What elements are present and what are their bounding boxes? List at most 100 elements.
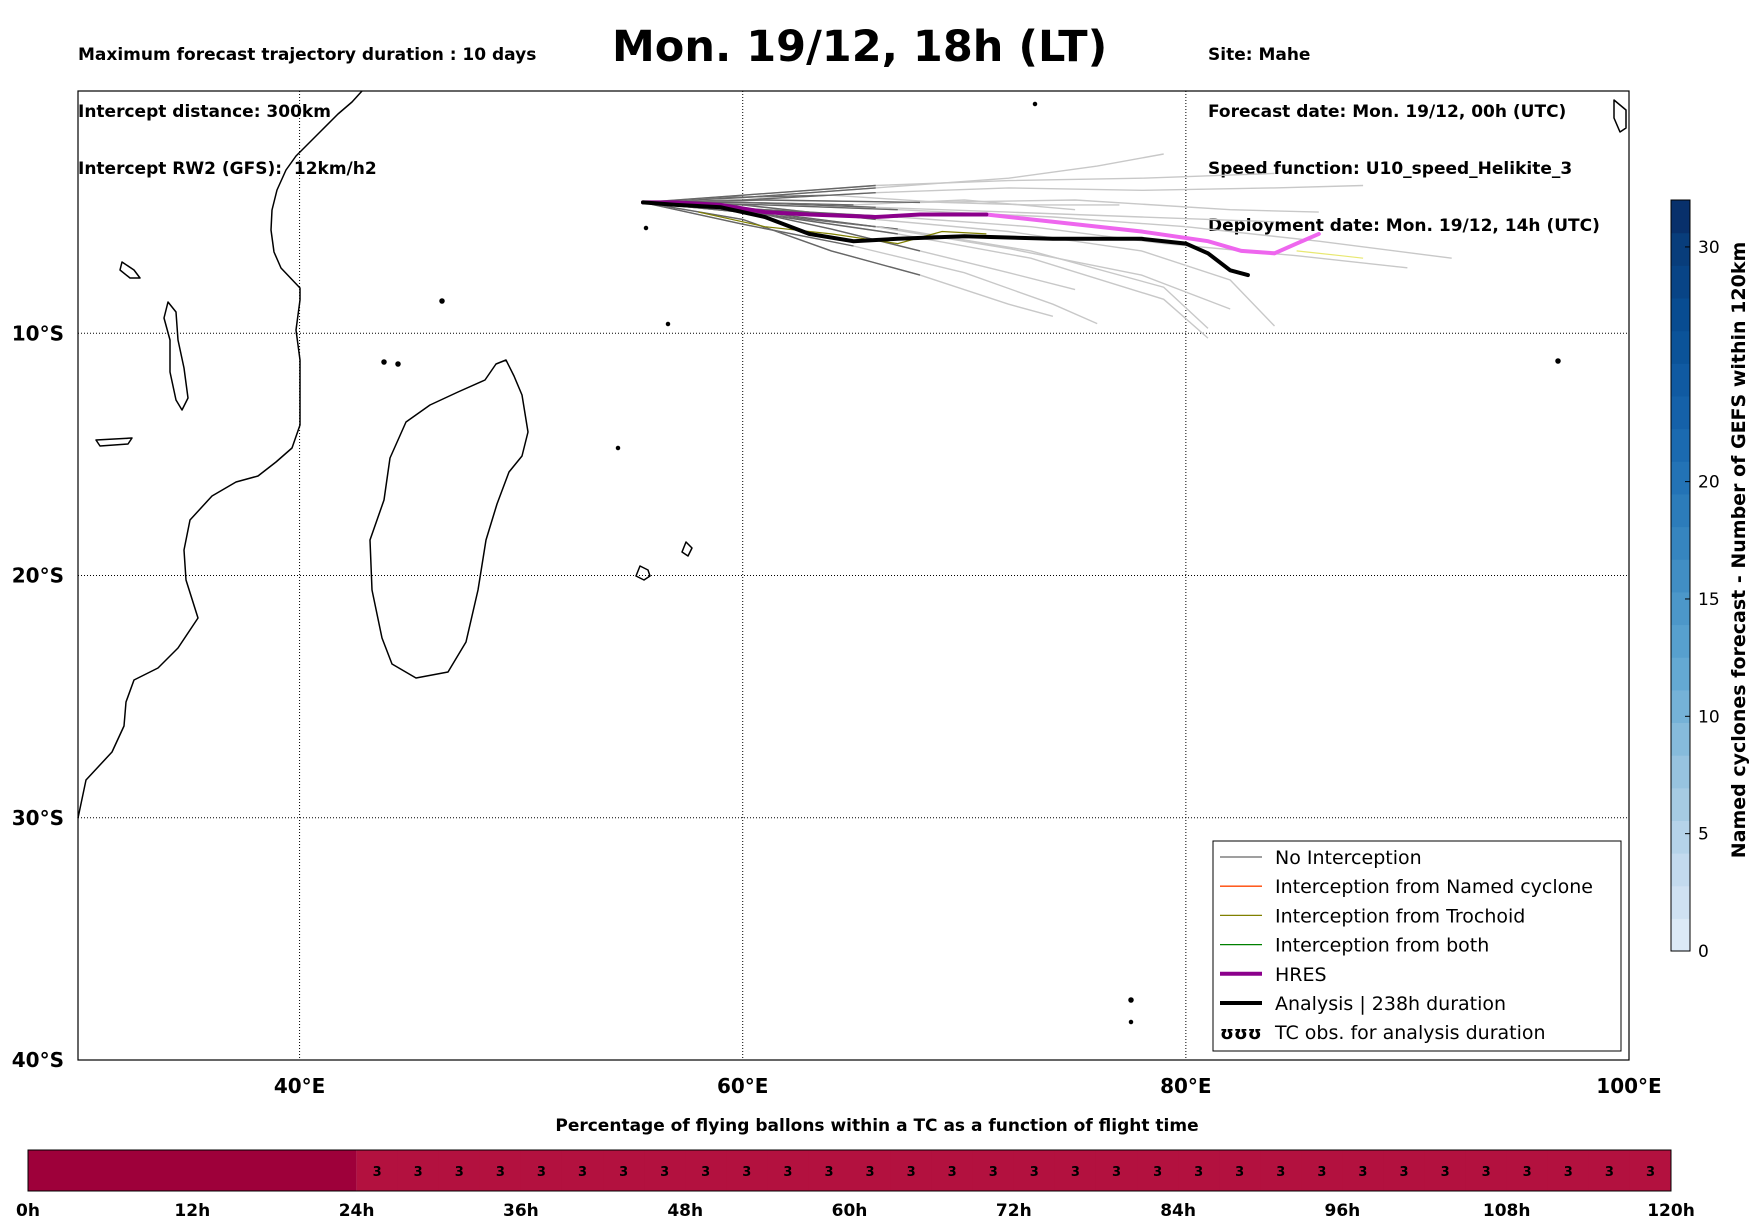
- time-bar-cell-value: 3: [701, 1165, 710, 1180]
- colorbar-tick-label: 15: [1698, 590, 1720, 610]
- gefs-trajectory: [642, 153, 1164, 204]
- time-bar-cell: [1547, 1150, 1590, 1191]
- time-bar-cell-value: 3: [865, 1165, 874, 1180]
- gefs-trajectory: [642, 201, 1054, 317]
- legend-label: Interception from both: [1275, 935, 1489, 957]
- time-bar-cell-value: 3: [496, 1165, 505, 1180]
- time-bar-cell: [1424, 1150, 1467, 1191]
- time-bar-cell-value: 3: [373, 1165, 382, 1180]
- colorbar-segment: [1671, 820, 1690, 854]
- time-bar-cell-value: 3: [1235, 1165, 1244, 1180]
- colorbar-segment: [1671, 395, 1690, 430]
- time-bar-tick-label: 24h: [339, 1201, 375, 1221]
- time-bar-zero-segment: [28, 1150, 357, 1191]
- time-bar-cell: [603, 1150, 645, 1191]
- time-bar-tick-label: 120h: [1647, 1201, 1695, 1221]
- time-bar-cell-value: 3: [1071, 1165, 1080, 1180]
- colorbar-segment: [1671, 297, 1690, 332]
- colorbar-tick-label: 30: [1698, 238, 1720, 258]
- time-bar-cell: [1178, 1150, 1220, 1191]
- time-bar-cell: [767, 1150, 809, 1191]
- time-bar-cell: [1342, 1150, 1384, 1191]
- island-outline: [635, 565, 651, 581]
- colorbar-segment: [1671, 689, 1690, 724]
- time-bar-cell: [1629, 1150, 1672, 1191]
- time-bar-tick-label: 12h: [174, 1201, 210, 1221]
- time-bar-tick-label: 36h: [503, 1201, 539, 1221]
- header-right-line: Speed function: U10_speed_Helikite_3: [1208, 159, 1573, 179]
- colorbar-segment: [1671, 624, 1690, 658]
- time-bar-cell-value: 3: [537, 1165, 546, 1180]
- time-bar-cell-value: 3: [907, 1165, 916, 1180]
- latitude-tick-label: 40°S: [12, 1048, 64, 1072]
- colorbar-segment: [1671, 722, 1690, 756]
- legend: No Interception Interception from Named c…: [1212, 840, 1622, 1052]
- time-bar-cell: [520, 1150, 563, 1191]
- time-bar-title: Percentage of flying ballons within a TC…: [555, 1116, 1199, 1136]
- time-bar: 3 3 3 3 3 3 3 3 3 3 3 3 3 3 3 3 3 3 3 3 3 3 3 3 3 3 3 3 3 3 3 3 0h 12h 24…: [16, 1149, 1695, 1221]
- time-bar-cell-value: 3: [1358, 1165, 1367, 1180]
- time-bar-cell: [808, 1150, 850, 1191]
- time-bar-cell: [1260, 1150, 1302, 1191]
- time-bar-cell-value: 3: [1441, 1165, 1450, 1180]
- map-gridlines: [78, 91, 1629, 1060]
- legend-label: Interception from Named cyclone: [1275, 876, 1593, 898]
- time-bar-tick-label: 108h: [1483, 1201, 1531, 1221]
- colorbar-tick-label: 20: [1698, 473, 1720, 493]
- island-outline: [1613, 99, 1627, 133]
- time-bar-cell-value: 3: [1317, 1165, 1326, 1180]
- time-bar-tick-label: 72h: [996, 1201, 1032, 1221]
- time-bar-cell-value: 3: [742, 1165, 751, 1180]
- colorbar-segment: [1671, 559, 1690, 593]
- time-bar-cell: [1013, 1150, 1056, 1191]
- map-title: Mon. 19/12, 18h (LT): [612, 22, 1108, 72]
- time-bar-tick-label: 0h: [16, 1201, 40, 1221]
- trochoid-trajectory-late: [1296, 250, 1364, 259]
- time-bar-cell-value: 3: [455, 1165, 464, 1180]
- time-bar-tick-label: 60h: [832, 1201, 868, 1221]
- time-bar-cell-value: 3: [1605, 1165, 1614, 1180]
- time-bar-cell-value: 3: [1194, 1165, 1203, 1180]
- island-outline: [95, 437, 133, 447]
- header-right-line: Forecast date: Mon. 19/12, 00h (UTC): [1208, 102, 1567, 122]
- time-bar-cell-value: 3: [1153, 1165, 1162, 1180]
- island-dot: [381, 359, 387, 365]
- colorbar-segment: [1671, 853, 1690, 887]
- header-left-line: Maximum forecast trajectory duration : 1…: [78, 45, 537, 65]
- colorbar-tick-label: 5: [1698, 825, 1709, 845]
- time-bar-cell: [644, 1150, 686, 1191]
- colorbar-segment: [1671, 526, 1690, 560]
- gefs-trajectory-early: [642, 184, 876, 204]
- island-dot: [615, 445, 621, 451]
- colorbar-segment: [1671, 232, 1690, 266]
- header-right-info: Site: Mahe Forecast date: Mon. 19/12, 00…: [1208, 8, 1600, 255]
- time-bar-cell-value: 3: [1030, 1165, 1039, 1180]
- time-bar-cell-value: 3: [1564, 1165, 1573, 1180]
- legend-tc-symbol: ʊʊʊ: [1220, 1023, 1262, 1044]
- africa-coastline: [77, 90, 363, 819]
- legend-label: No Interception: [1275, 847, 1422, 869]
- time-bar-cell-value: 3: [619, 1165, 628, 1180]
- colorbar-segment: [1671, 755, 1690, 789]
- time-bar-cell: [1219, 1150, 1261, 1191]
- header-left-info: Maximum forecast trajectory duration : 1…: [78, 8, 536, 198]
- longitude-tick-label: 80°E: [1160, 1074, 1212, 1098]
- hres-trajectory: [641, 200, 989, 220]
- time-bar-cell-value: 3: [948, 1165, 957, 1180]
- legend-label: Analysis | 238h duration: [1275, 993, 1506, 1015]
- colorbar-segment: [1671, 461, 1690, 495]
- time-bar-cell: [931, 1150, 974, 1191]
- time-bar-cell-value: 3: [1523, 1165, 1532, 1180]
- time-bar-cell-value: 3: [660, 1165, 669, 1180]
- island-dot: [1128, 997, 1134, 1003]
- time-bar-cell-value: 3: [1276, 1165, 1285, 1180]
- latitude-tick-label: 10°S: [12, 321, 64, 345]
- time-bar-tick-label: 48h: [667, 1201, 703, 1221]
- island-dot: [395, 361, 401, 367]
- legend-label: HRES: [1275, 964, 1327, 986]
- colorbar-label: Named cyclones forecast - Number of GEFS…: [1728, 242, 1750, 859]
- island-outline: [681, 541, 693, 557]
- longitude-tick-label: 40°E: [274, 1074, 326, 1098]
- time-bar-cell: [1054, 1150, 1097, 1191]
- time-bar-cell: [849, 1150, 892, 1191]
